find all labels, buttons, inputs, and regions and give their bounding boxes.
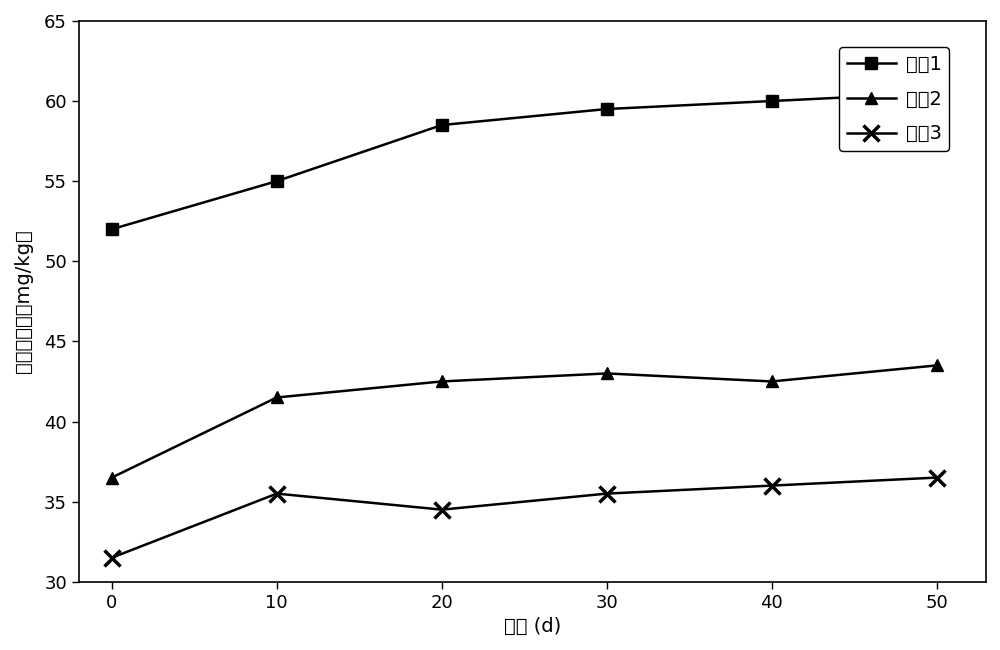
Y-axis label: 铵态氮含量（mg/kg）: 铵态氮含量（mg/kg）	[14, 229, 33, 373]
处畱2	[271, 393, 283, 401]
处畱3	[931, 474, 943, 482]
Line: 处畱1: 处畱1	[106, 86, 943, 235]
Legend: 处畱1, 处畱2, 处畱3: 处畱1, 处畱2, 处畱3	[839, 47, 949, 151]
处畱1	[271, 177, 283, 185]
处畱1	[931, 89, 943, 97]
处畱2	[931, 361, 943, 369]
处畱1	[766, 97, 778, 105]
处畱2	[436, 378, 448, 385]
Line: 处畱3: 处畱3	[104, 470, 944, 566]
处畱1	[436, 121, 448, 129]
处畱3	[106, 554, 118, 562]
处畱2	[601, 370, 613, 378]
处畱3	[766, 482, 778, 489]
处畱3	[436, 506, 448, 514]
处畱1	[601, 105, 613, 113]
Line: 处畱2: 处畱2	[106, 359, 943, 484]
处畱3	[601, 489, 613, 497]
处畱2	[106, 474, 118, 482]
处畱2	[766, 378, 778, 385]
处畱3	[271, 489, 283, 497]
处畱1	[106, 226, 118, 233]
X-axis label: 时间 (d): 时间 (d)	[504, 617, 561, 636]
